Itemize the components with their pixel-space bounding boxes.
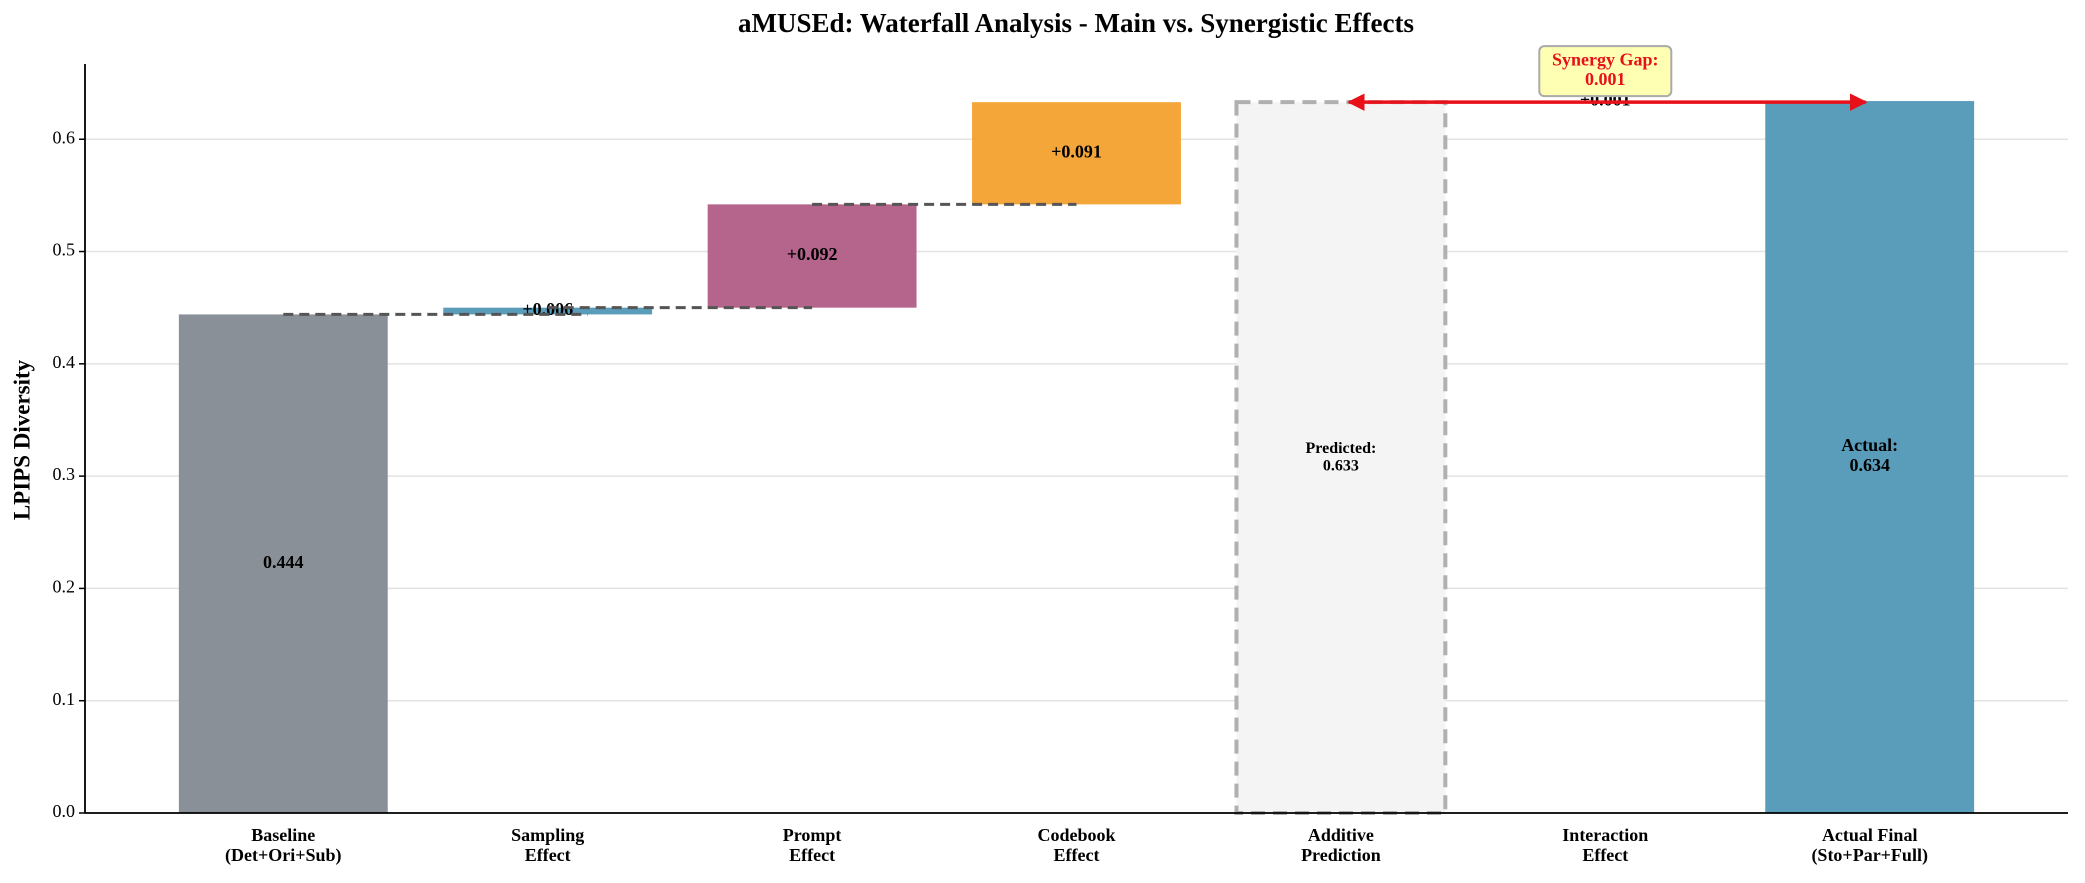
value-label: +0.092 [787,244,838,264]
bar [972,102,1181,205]
value-label: Predicted: 0.633 [1306,439,1377,474]
y-tick-label: 0.1 [53,689,76,709]
annotation-box [1538,45,1673,98]
y-tick-label: 0.5 [53,240,76,260]
x-tick-label: Interaction Effect [1562,825,1648,865]
y-axis-label: LPIPS Diversity [9,359,34,520]
x-tick-label: Additive Prediction [1301,825,1381,865]
bar [1234,100,1448,815]
bar [443,307,653,315]
x-tick-label: Prompt Effect [783,825,842,865]
value-label: Actual: 0.634 [1841,435,1898,475]
y-tick-label: 0.0 [53,801,76,821]
annotation: Synergy Gap: 0.001 [1552,49,1659,89]
value-label: +0.091 [1051,141,1102,161]
chart-title: aMUSEd: Waterfall Analysis - Main vs. Sy… [738,8,1414,38]
value-label: 0.444 [263,552,304,572]
bar [178,314,388,813]
bar [1765,101,1975,814]
bar [707,204,917,308]
y-tick-label: 0.6 [53,127,76,147]
y-tick-label: 0.4 [53,352,76,372]
x-tick-label: Actual Final (Sto+Par+Full) [1811,825,1928,866]
x-tick-label: Sampling Effect [511,825,584,865]
y-tick-label: 0.2 [53,577,76,597]
x-tick-label: Codebook Effect [1037,825,1115,865]
y-tick-label: 0.3 [53,464,76,484]
x-tick-label: Baseline (Det+Ori+Sub) [225,825,342,866]
